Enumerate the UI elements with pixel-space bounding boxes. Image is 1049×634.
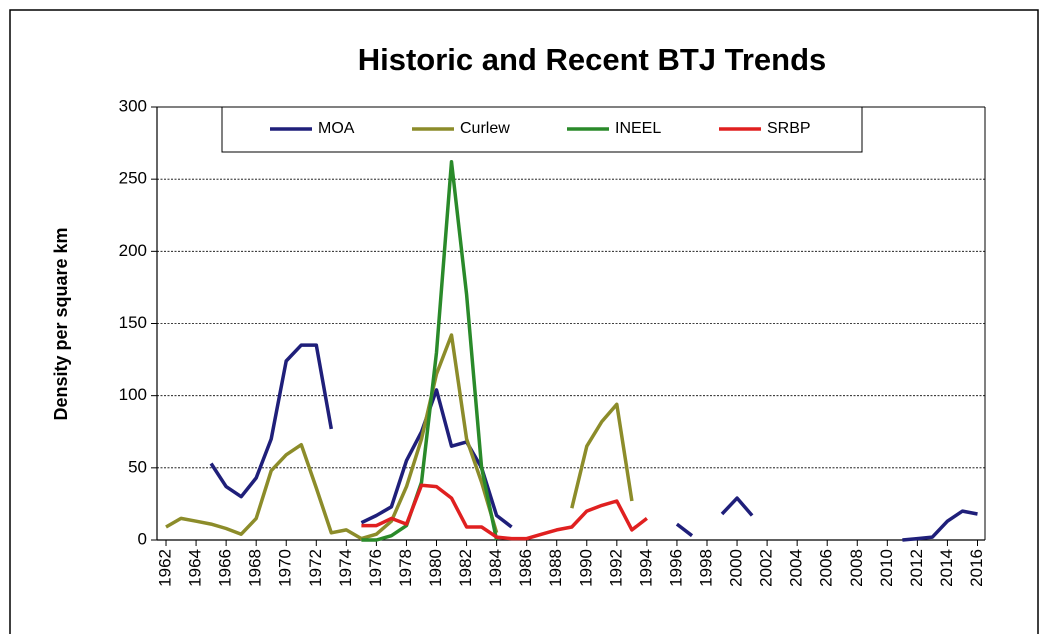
- legend-label: MOA: [318, 120, 355, 137]
- y-tick-label: 100: [119, 385, 147, 404]
- x-tick-label: 1968: [246, 549, 265, 587]
- y-tick-label: 300: [119, 96, 147, 115]
- series-line: [361, 160, 499, 542]
- x-tick-label: 1992: [606, 549, 625, 587]
- x-tick-label: 2000: [727, 549, 746, 587]
- x-tick-label: 1972: [306, 549, 325, 587]
- x-tick-label: 1962: [156, 549, 175, 587]
- x-tick-label: 1974: [336, 549, 355, 587]
- x-tick-label: 1964: [186, 549, 205, 587]
- x-tick-label: 1984: [486, 549, 505, 587]
- x-tick-label: 2006: [817, 549, 836, 587]
- x-tick-label: 2010: [877, 549, 896, 587]
- x-tick-label: 2004: [787, 549, 806, 587]
- x-tick-label: 2008: [847, 549, 866, 587]
- y-axis-label: Density per square km: [51, 227, 71, 420]
- x-tick-label: 2014: [937, 549, 956, 587]
- x-tick-label: 1980: [426, 549, 445, 587]
- y-tick-label: 150: [119, 313, 147, 332]
- y-tick-label: 50: [128, 457, 147, 476]
- legend-label: INEEL: [615, 120, 661, 137]
- x-tick-label: 1978: [396, 549, 415, 587]
- y-tick-label: 250: [119, 169, 147, 188]
- x-tick-label: 2002: [757, 549, 776, 587]
- x-tick-label: 1994: [636, 549, 655, 587]
- x-tick-label: 1986: [516, 549, 535, 587]
- x-tick-label: 1976: [366, 549, 385, 587]
- x-tick-label: 1966: [216, 549, 235, 587]
- x-tick-label: 2012: [907, 549, 926, 587]
- x-tick-label: 1996: [666, 549, 685, 587]
- legend-label: Curlew: [460, 120, 510, 137]
- x-tick-label: 1970: [276, 549, 295, 587]
- y-tick-label: 0: [138, 529, 147, 548]
- y-tick-label: 200: [119, 241, 147, 260]
- x-tick-label: 1988: [546, 549, 565, 587]
- x-tick-label: 1998: [696, 549, 715, 587]
- series-line: [361, 483, 648, 541]
- x-tick-label: 1982: [456, 549, 475, 587]
- chart-title: Historic and Recent BTJ Trends: [358, 42, 827, 77]
- x-tick-label: 2016: [967, 549, 986, 587]
- x-tick-label: 1990: [576, 549, 595, 587]
- legend-label: SRBP: [767, 120, 811, 137]
- series-line: [209, 343, 978, 542]
- series-line: [165, 333, 634, 541]
